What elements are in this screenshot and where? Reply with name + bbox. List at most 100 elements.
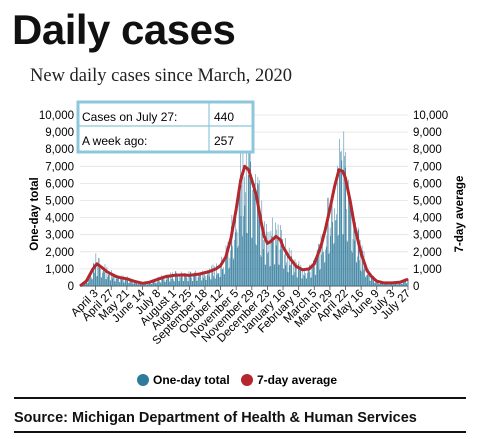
daily-bar xyxy=(124,282,125,286)
daily-bar xyxy=(360,270,361,286)
daily-bar xyxy=(167,274,169,286)
daily-bar xyxy=(234,239,235,286)
daily-bar xyxy=(107,274,109,286)
daily-bar xyxy=(327,197,328,286)
daily-bar xyxy=(290,250,292,286)
daily-bar xyxy=(192,281,194,286)
daily-bar xyxy=(96,276,98,286)
daily-bar xyxy=(301,278,302,286)
daily-bar xyxy=(216,274,218,286)
daily-bar xyxy=(83,284,84,286)
daily-bar xyxy=(99,267,101,286)
y-tick-label-right: 4,000 xyxy=(413,213,442,225)
daily-bar xyxy=(153,281,155,286)
daily-bar xyxy=(170,272,171,286)
daily-bar xyxy=(353,230,355,286)
daily-bar xyxy=(189,274,190,286)
daily-bar xyxy=(206,279,207,286)
daily-bar xyxy=(294,272,295,286)
daily-bar xyxy=(316,258,317,286)
daily-bar xyxy=(104,264,106,286)
daily-bar xyxy=(343,131,345,286)
daily-bar xyxy=(362,250,363,286)
daily-bar xyxy=(286,262,287,286)
daily-bar xyxy=(323,251,324,286)
daily-bar xyxy=(357,227,359,286)
daily-bar xyxy=(400,280,402,286)
y-tick-label-right: 8,000 xyxy=(413,144,442,156)
daily-bar xyxy=(374,282,375,286)
daily-bar xyxy=(165,281,166,286)
daily-bar xyxy=(403,280,404,286)
daily-bar xyxy=(159,281,160,286)
daily-bar xyxy=(201,280,203,286)
daily-bar xyxy=(337,235,339,286)
daily-bar xyxy=(315,274,317,286)
daily-bar xyxy=(340,150,342,286)
daily-bar xyxy=(230,250,231,286)
daily-bar xyxy=(295,263,296,286)
daily-bar xyxy=(142,284,143,286)
daily-bar xyxy=(229,267,230,286)
daily-bar xyxy=(218,272,220,286)
daily-bar xyxy=(217,273,219,286)
daily-bar xyxy=(261,200,263,286)
daily-bar xyxy=(288,272,289,286)
daily-bar xyxy=(270,230,272,286)
daily-bar xyxy=(316,249,318,286)
daily-bar xyxy=(91,279,93,286)
daily-bar xyxy=(262,249,264,286)
daily-bar xyxy=(303,274,304,286)
daily-bar xyxy=(396,284,398,286)
daily-bar xyxy=(127,279,129,286)
daily-bar xyxy=(271,217,273,286)
y-tick-label-left: 7,000 xyxy=(45,161,74,173)
daily-bar xyxy=(283,268,285,286)
legend: One-day total 7-day average xyxy=(137,373,337,387)
daily-bar xyxy=(255,174,256,286)
daily-bar xyxy=(116,277,117,286)
daily-bar xyxy=(152,282,153,286)
daily-bar xyxy=(364,268,365,286)
daily-bar xyxy=(264,264,266,286)
daily-bar xyxy=(108,271,110,286)
daily-bar xyxy=(169,281,170,286)
daily-bar xyxy=(134,279,135,286)
daily-bar xyxy=(341,160,343,286)
daily-bar xyxy=(105,278,106,286)
daily-bar xyxy=(201,280,202,286)
daily-bar xyxy=(372,279,374,286)
daily-bar xyxy=(287,271,289,286)
daily-bar xyxy=(118,277,119,286)
daily-bar xyxy=(307,272,308,286)
daily-bar xyxy=(365,276,366,286)
daily-bar xyxy=(175,271,176,286)
legend-label: One-day total xyxy=(153,373,230,387)
daily-bar xyxy=(189,272,191,286)
info-box-row-value: 440 xyxy=(214,110,234,124)
daily-bar xyxy=(383,284,385,286)
daily-bar xyxy=(150,281,151,286)
daily-bar xyxy=(377,280,378,286)
daily-bar xyxy=(226,256,227,286)
daily-bar xyxy=(132,283,134,286)
daily-bar xyxy=(383,284,384,286)
daily-bar xyxy=(223,267,224,286)
daily-bar xyxy=(302,268,304,286)
daily-bar xyxy=(328,254,330,286)
daily-bar xyxy=(205,279,207,286)
daily-bar xyxy=(333,244,334,286)
daily-bar xyxy=(169,281,171,286)
daily-bar xyxy=(376,279,378,286)
daily-bar xyxy=(111,278,113,286)
daily-bar xyxy=(212,264,214,286)
daily-bar xyxy=(122,278,123,286)
daily-bar xyxy=(375,280,376,286)
y-tick-label-right: 9,000 xyxy=(413,127,442,139)
daily-bar xyxy=(408,278,409,286)
chart-title: Daily cases xyxy=(12,6,236,53)
y-tick-label-right: 1,000 xyxy=(413,264,442,276)
daily-bar xyxy=(331,204,332,286)
daily-bar xyxy=(156,282,158,286)
daily-bar xyxy=(311,263,313,286)
